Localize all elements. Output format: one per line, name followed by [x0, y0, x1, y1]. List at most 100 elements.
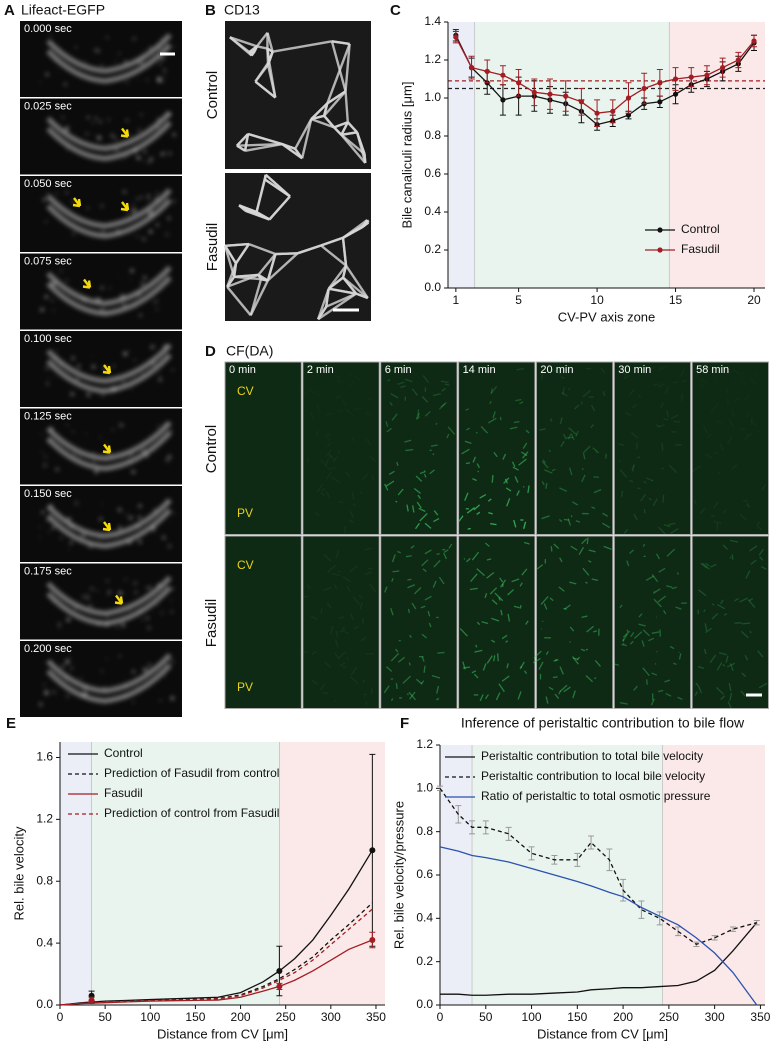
speckle: [124, 512, 130, 518]
canaliculus: [385, 480, 395, 487]
speckle: [110, 427, 115, 432]
actin-structure: [39, 265, 172, 318]
canaliculus: [742, 622, 751, 625]
speckle: [49, 55, 51, 57]
x-tick-label: 5: [515, 293, 522, 307]
speckle: [86, 392, 91, 397]
canaliculus: [545, 651, 549, 655]
speckle: [39, 118, 42, 121]
zone-region: [440, 745, 473, 1005]
canaliculus: [488, 512, 493, 515]
timestamp: 0.150 sec: [24, 488, 72, 500]
canaliculus: [648, 637, 655, 642]
speckle: [133, 305, 137, 309]
speckle: [48, 34, 53, 39]
canaliculus: [632, 464, 635, 472]
speckle: [107, 118, 110, 121]
canaliculus: [541, 515, 550, 520]
speckle: [148, 46, 152, 50]
canaliculus: [567, 433, 572, 440]
speckle: [154, 196, 159, 202]
canaliculus: [464, 440, 472, 445]
panel-title: CD13: [224, 2, 260, 18]
canaliculus: [423, 473, 427, 478]
canaliculus: [545, 482, 548, 489]
canaliculus: [729, 539, 738, 543]
legend-label: Fasudil: [104, 786, 143, 800]
canaliculus: [432, 453, 435, 456]
canaliculus: [761, 484, 767, 491]
speckle: [59, 361, 64, 366]
canaliculus: [747, 433, 753, 438]
speckle: [78, 455, 81, 458]
timestamp: 0.175 sec: [24, 565, 72, 577]
speckle: [137, 128, 142, 133]
canaliculus: [467, 527, 471, 530]
canaliculus: [625, 411, 632, 416]
canaliculus: [569, 581, 577, 585]
speckle: [129, 268, 135, 273]
speckle: [128, 458, 133, 463]
speckle: [128, 607, 132, 611]
canaliculus: [238, 204, 271, 221]
canaliculus: [581, 538, 588, 545]
canaliculus: [559, 684, 568, 692]
speckle: [95, 297, 101, 302]
actin-band: [46, 430, 172, 472]
canaliculus: [533, 650, 542, 659]
canaliculus: [310, 615, 318, 621]
actin-structure: [38, 33, 177, 87]
speckle: [55, 192, 58, 195]
speckle: [116, 229, 120, 234]
canaliculus: [532, 657, 541, 664]
series-line: [59, 939, 373, 1006]
canaliculus: [722, 509, 728, 514]
speckle: [44, 294, 49, 300]
canaliculus: [712, 501, 719, 509]
canaliculus: [711, 612, 719, 620]
speckle: [114, 376, 119, 381]
canaliculus: [731, 554, 734, 560]
canaliculus: [518, 458, 527, 466]
speckle: [88, 544, 93, 549]
canaliculus: [340, 121, 349, 136]
canaliculus: [553, 543, 560, 550]
x-tick-label: 0: [57, 1010, 64, 1024]
speckle: [113, 136, 118, 141]
canaliculus: [472, 456, 477, 463]
panel-title: Lifeact-EGFP: [21, 2, 105, 18]
canaliculus: [397, 550, 401, 554]
speckle: [167, 271, 170, 274]
speckle: [158, 62, 162, 66]
canaliculus: [638, 394, 642, 398]
canaliculus: [665, 692, 672, 697]
canaliculus: [406, 693, 409, 696]
speckle: [143, 150, 147, 154]
speckle: [76, 377, 79, 381]
speckle: [150, 344, 155, 350]
actin-band: [46, 353, 172, 394]
speckle: [65, 617, 71, 623]
canaliculus: [484, 593, 488, 599]
canaliculus: [506, 663, 509, 669]
canaliculus: [364, 571, 373, 576]
microscopy-image: [302, 361, 380, 535]
speckle: [68, 655, 72, 658]
canaliculus: [605, 453, 607, 459]
canaliculus: [588, 549, 596, 553]
canaliculus: [695, 682, 701, 689]
speckle: [111, 386, 117, 392]
microscopy-image: [691, 535, 770, 709]
canaliculus: [484, 542, 490, 547]
canaliculus: [440, 380, 449, 384]
canaliculus: [502, 453, 507, 460]
actin-band: [46, 498, 172, 539]
canaliculus: [226, 273, 259, 288]
speckle: [170, 610, 174, 614]
canaliculus: [476, 568, 485, 577]
speckle: [119, 295, 125, 300]
canaliculus: [548, 686, 554, 691]
canaliculus: [645, 477, 654, 482]
speckle: [69, 541, 73, 545]
speckle: [117, 52, 121, 56]
